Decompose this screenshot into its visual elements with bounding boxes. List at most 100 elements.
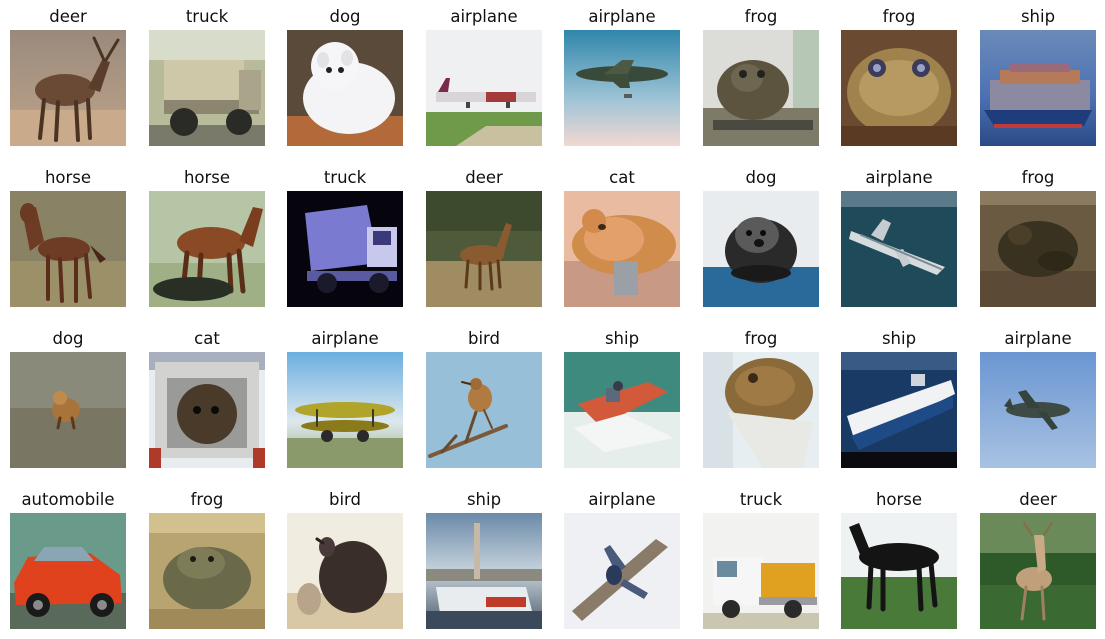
tile-photo <box>10 30 126 146</box>
tile-caption: deer <box>465 168 503 187</box>
ship-photo <box>564 352 680 468</box>
tile-photo <box>841 30 957 146</box>
image-tile: frog <box>703 0 819 150</box>
tile-caption: ship <box>1020 7 1056 26</box>
tile-photo <box>980 30 1096 146</box>
tile-caption: frog <box>1021 168 1055 187</box>
image-tile: dog <box>703 161 819 311</box>
tile-caption: bird <box>328 490 362 509</box>
image-tile: ship <box>426 483 542 633</box>
tile-caption: bird <box>467 329 501 348</box>
image-tile: frog <box>841 0 957 150</box>
image-tile: frog <box>980 161 1096 311</box>
image-tile: cat <box>564 161 680 311</box>
image-tile: airplane <box>564 483 680 633</box>
image-tile: horse <box>841 483 957 633</box>
frog-photo <box>980 191 1096 307</box>
airplane-photo <box>287 352 403 468</box>
tile-photo <box>841 191 957 307</box>
tile-caption: dog <box>745 168 777 187</box>
image-tile: bird <box>287 483 403 633</box>
tile-caption: truck <box>185 7 229 26</box>
image-tile: airplane <box>287 322 403 472</box>
image-tile: horse <box>149 161 265 311</box>
tile-photo <box>703 513 819 629</box>
tile-caption: frog <box>744 7 778 26</box>
tile-photo <box>10 191 126 307</box>
tile-photo <box>149 191 265 307</box>
image-tile: truck <box>149 0 265 150</box>
tile-photo <box>564 191 680 307</box>
ship-photo <box>426 513 542 629</box>
dog-photo <box>10 352 126 468</box>
tile-photo <box>149 352 265 468</box>
tile-caption: cat <box>194 329 220 348</box>
tile-photo <box>841 513 957 629</box>
image-tile: horse <box>10 161 126 311</box>
tile-caption: deer <box>1019 490 1057 509</box>
tile-photo <box>426 191 542 307</box>
image-tile: frog <box>149 483 265 633</box>
tile-caption: truck <box>739 490 783 509</box>
cat-photo <box>564 191 680 307</box>
truck-photo <box>149 30 265 146</box>
tile-caption: frog <box>190 490 224 509</box>
airplane-photo <box>564 513 680 629</box>
tile-caption: ship <box>466 490 502 509</box>
image-tile: truck <box>703 483 819 633</box>
tile-caption: frog <box>882 7 916 26</box>
image-tile: automobile <box>10 483 126 633</box>
tile-photo <box>980 352 1096 468</box>
dog-photo <box>703 191 819 307</box>
tile-photo <box>426 30 542 146</box>
tile-photo <box>564 30 680 146</box>
deer-photo <box>426 191 542 307</box>
tile-photo <box>703 191 819 307</box>
image-tile: ship <box>980 0 1096 150</box>
tile-caption: deer <box>49 7 87 26</box>
bird-photo <box>287 513 403 629</box>
image-tile: dog <box>287 0 403 150</box>
tile-caption: dog <box>329 7 361 26</box>
tile-caption: dog <box>52 329 84 348</box>
tile-caption: horse <box>875 490 923 509</box>
frog-photo <box>149 513 265 629</box>
image-tile: deer <box>426 161 542 311</box>
image-tile: bird <box>426 322 542 472</box>
tile-photo <box>287 30 403 146</box>
frog-photo <box>703 352 819 468</box>
horse-photo <box>149 191 265 307</box>
cat-photo <box>149 352 265 468</box>
horse-photo <box>10 191 126 307</box>
tile-caption: airplane <box>450 7 518 26</box>
airplane-photo <box>426 30 542 146</box>
tile-photo <box>703 352 819 468</box>
image-tile: deer <box>980 483 1096 633</box>
ship-photo <box>841 352 957 468</box>
tile-caption: airplane <box>588 490 656 509</box>
tile-caption: airplane <box>865 168 933 187</box>
deer-photo <box>980 513 1096 629</box>
image-tile: deer <box>10 0 126 150</box>
image-tile: airplane <box>841 161 957 311</box>
image-tile: truck <box>287 161 403 311</box>
tile-caption: horse <box>44 168 92 187</box>
tile-photo <box>564 352 680 468</box>
tile-caption: ship <box>604 329 640 348</box>
tile-caption: automobile <box>21 490 115 509</box>
tile-photo <box>980 513 1096 629</box>
horse-photo <box>841 513 957 629</box>
airplane-photo <box>980 352 1096 468</box>
tile-photo <box>10 513 126 629</box>
tile-caption: truck <box>323 168 367 187</box>
tile-photo <box>841 352 957 468</box>
image-tile: airplane <box>426 0 542 150</box>
ship-photo <box>980 30 1096 146</box>
tile-caption: frog <box>744 329 778 348</box>
image-tile: ship <box>564 322 680 472</box>
airplane-photo <box>841 191 957 307</box>
tile-photo <box>426 513 542 629</box>
tile-caption: cat <box>609 168 635 187</box>
image-tile: ship <box>841 322 957 472</box>
image-tile: dog <box>10 322 126 472</box>
